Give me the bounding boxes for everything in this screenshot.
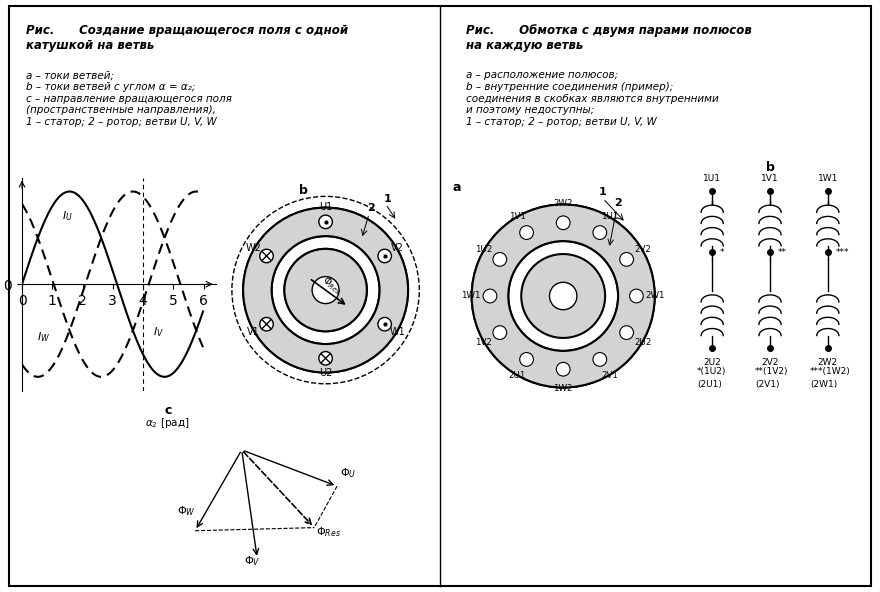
- Text: 2: 2: [367, 204, 375, 213]
- X-axis label: $\alpha_2$ [рад]: $\alpha_2$ [рад]: [145, 416, 189, 430]
- Text: ***(1W2): ***(1W2): [810, 367, 851, 376]
- Text: $I_U$: $I_U$: [62, 210, 73, 223]
- Text: (2W1): (2W1): [810, 380, 838, 389]
- Text: 2V2: 2V2: [634, 245, 651, 255]
- Text: 2V1: 2V1: [601, 371, 618, 381]
- Circle shape: [319, 215, 333, 229]
- Circle shape: [312, 276, 339, 304]
- Text: V2: V2: [392, 243, 404, 253]
- Text: 2W2: 2W2: [554, 200, 573, 208]
- Text: W1: W1: [390, 327, 406, 337]
- Circle shape: [556, 362, 570, 376]
- Text: 1U1: 1U1: [601, 211, 618, 221]
- Text: 2U2: 2U2: [634, 337, 652, 347]
- Text: $\Phi_V$: $\Phi_V$: [244, 554, 260, 568]
- Circle shape: [629, 289, 643, 303]
- Text: 1V2: 1V2: [475, 337, 492, 347]
- Circle shape: [520, 353, 533, 366]
- Text: $I_W$: $I_W$: [37, 330, 50, 343]
- Circle shape: [493, 253, 507, 266]
- Text: $\Phi_U$: $\Phi_U$: [341, 466, 356, 480]
- Text: 2: 2: [614, 198, 622, 208]
- Text: 2U1: 2U1: [509, 371, 525, 381]
- Circle shape: [260, 317, 274, 331]
- Text: a – расположение полюсов;
b – внутренние соединения (пример);
соединения в скобк: a – расположение полюсов; b – внутренние…: [466, 70, 718, 127]
- Circle shape: [378, 317, 392, 331]
- Text: 1W1: 1W1: [461, 291, 480, 301]
- Text: 1: 1: [383, 194, 391, 204]
- Text: 2U2: 2U2: [703, 358, 721, 367]
- Text: W2: W2: [246, 243, 261, 253]
- Text: 2W2: 2W2: [818, 358, 838, 367]
- Text: U2: U2: [319, 368, 333, 378]
- Text: b: b: [298, 184, 307, 197]
- Text: *: *: [720, 248, 724, 257]
- Text: a – токи ветвей;
b – токи ветвей с углом α = α₂;
c – направление вращающегося по: a – токи ветвей; b – токи ветвей с углом…: [26, 70, 231, 127]
- Text: U1: U1: [319, 202, 333, 212]
- Text: 1W2: 1W2: [554, 384, 573, 392]
- Text: a: a: [452, 181, 461, 194]
- Text: 1V1: 1V1: [509, 211, 525, 221]
- Circle shape: [319, 352, 333, 365]
- Text: $\Phi_{Res}$: $\Phi_{Res}$: [316, 525, 341, 539]
- Circle shape: [520, 226, 533, 239]
- Text: 1: 1: [599, 187, 606, 197]
- Circle shape: [378, 249, 392, 263]
- Circle shape: [549, 282, 577, 310]
- Text: $\Phi_{Res}$: $\Phi_{Res}$: [319, 273, 345, 298]
- Text: $\Phi_W$: $\Phi_W$: [178, 504, 196, 518]
- Wedge shape: [472, 204, 655, 388]
- Text: 2W1: 2W1: [646, 291, 665, 301]
- Circle shape: [483, 289, 497, 303]
- Circle shape: [284, 249, 367, 332]
- Text: 1U1: 1U1: [703, 175, 722, 184]
- Text: Рис.      Обмотка с двумя парами полюсов
на каждую ветвь: Рис. Обмотка с двумя парами полюсов на к…: [466, 24, 752, 52]
- Text: 1U2: 1U2: [474, 245, 492, 255]
- Circle shape: [521, 254, 605, 338]
- Text: V1: V1: [247, 327, 260, 337]
- Text: 1W1: 1W1: [818, 175, 838, 184]
- Text: Рис.      Создание вращающегося поля с одной
катушкой на ветвь: Рис. Создание вращающегося поля с одной …: [26, 24, 348, 52]
- Text: ***: ***: [835, 248, 849, 257]
- Text: **: **: [778, 248, 787, 257]
- Text: **(1V2): **(1V2): [755, 367, 788, 376]
- Circle shape: [593, 226, 606, 239]
- Text: c: c: [164, 404, 172, 417]
- Text: 1V1: 1V1: [761, 175, 779, 184]
- Circle shape: [260, 249, 274, 263]
- Text: (2V1): (2V1): [755, 380, 780, 389]
- Text: *(1U2): *(1U2): [697, 367, 727, 376]
- Text: b: b: [766, 160, 774, 173]
- Wedge shape: [243, 208, 408, 372]
- Circle shape: [593, 353, 606, 366]
- Text: (2U1): (2U1): [697, 380, 722, 389]
- Circle shape: [556, 216, 570, 230]
- Circle shape: [620, 326, 634, 339]
- Text: $I_V$: $I_V$: [152, 325, 164, 339]
- Circle shape: [620, 253, 634, 266]
- Text: 2V2: 2V2: [761, 358, 779, 367]
- Circle shape: [493, 326, 507, 339]
